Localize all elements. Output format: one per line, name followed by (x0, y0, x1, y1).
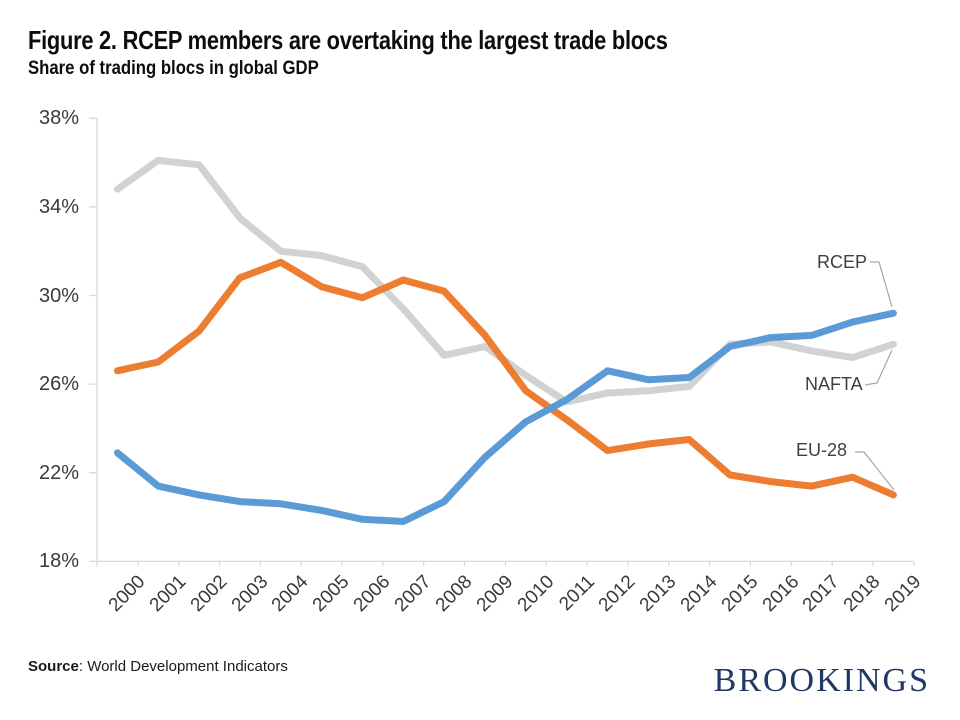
source-text: : World Development Indicators (78, 658, 288, 675)
y-tick-label: 22% (38, 461, 79, 484)
y-tick-label: 34% (38, 195, 79, 218)
source-label: Source (28, 658, 79, 675)
leader-eu28 (855, 451, 895, 491)
source-note: Source: World Development Indicators (28, 658, 288, 675)
figure-title: Figure 2. RCEP members are overtaking th… (28, 25, 668, 55)
series-label-nafta: NAFTA (805, 374, 863, 394)
leader-rcep (870, 261, 893, 308)
y-tick-label: 18% (38, 550, 79, 573)
leader-nafta (864, 349, 893, 386)
y-tick-label: 30% (38, 284, 79, 307)
y-tick-label: 26% (38, 373, 79, 396)
series-line-eu-28 (113, 258, 897, 499)
brookings-logo: BROOKINGS (713, 662, 930, 699)
series-line-rcep (113, 309, 897, 525)
series-label-eu28: EU-28 (796, 440, 848, 460)
figure-subtitle: Share of trading blocs in global GDP (28, 58, 319, 79)
series-label-rcep: RCEP (817, 252, 868, 272)
y-tick-label: 38% (38, 107, 79, 130)
